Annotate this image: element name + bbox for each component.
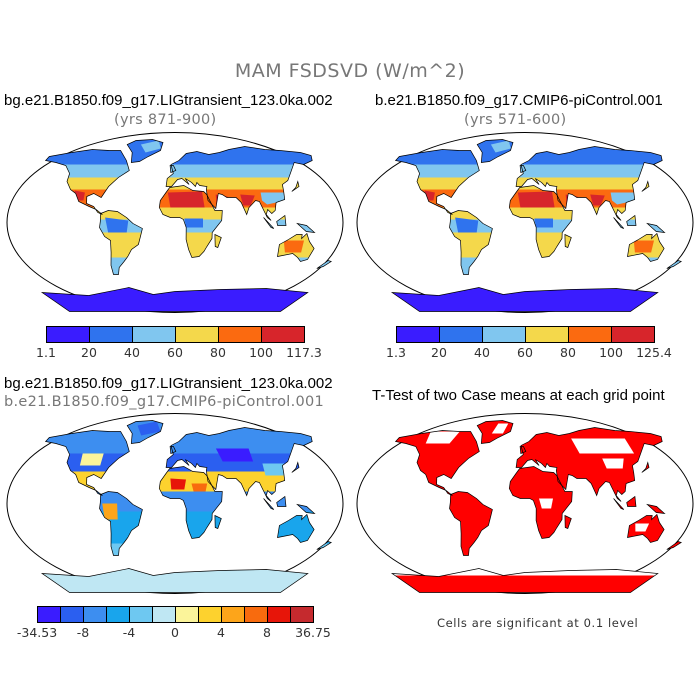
panel4-map xyxy=(354,411,696,596)
colorbar-label: 125.4 xyxy=(636,345,672,360)
colorbar-label: -34.53 xyxy=(16,625,58,640)
colorbar-label: 1.3 xyxy=(386,345,406,360)
panel1-map xyxy=(4,130,346,315)
colorbar-label: 0 xyxy=(171,625,179,640)
figure-title: MAM FSDSVD (W/m^2) xyxy=(234,60,466,82)
colorbar-label: 20 xyxy=(431,345,447,360)
panel2-subtitle: (yrs 571-600) xyxy=(464,112,567,128)
colorbar-label: 60 xyxy=(167,345,183,360)
colorbar-label: 100 xyxy=(599,345,623,360)
colorbar-label: -8 xyxy=(76,625,90,640)
colorbar-label: 8 xyxy=(263,625,271,640)
panel4-footnote: Cells are significant at 0.1 level xyxy=(437,616,639,630)
panel1-subtitle: (yrs 871-900) xyxy=(114,112,217,128)
panel3-colorbar: -34.53 -8 -4 0 4 8 36.75 xyxy=(17,606,331,642)
colorbar-label: 60 xyxy=(517,345,533,360)
colorbar-label: -4 xyxy=(122,625,136,640)
colorbar-label: 1.1 xyxy=(36,345,56,360)
colorbar-label: 80 xyxy=(210,345,226,360)
colorbar-label: 4 xyxy=(217,625,225,640)
panel1-title: bg.e21.B1850.f09_g17.LIGtransient_123.0k… xyxy=(4,92,333,109)
panel2-map xyxy=(354,130,696,315)
colorbar-label: 80 xyxy=(560,345,576,360)
colorbar-label: 20 xyxy=(81,345,97,360)
colorbar-label: 100 xyxy=(249,345,273,360)
panel1-colorbar: 1.1 20 40 60 80 100 117.3 xyxy=(36,326,322,362)
panel3-title: bg.e21.B1850.f09_g17.LIGtransient_123.0k… xyxy=(4,375,333,392)
colorbar-label: 36.75 xyxy=(295,625,331,640)
panel2-title: b.e21.B1850.f09_g17.CMIP6-piControl.001 xyxy=(375,92,663,109)
colorbar-label: 40 xyxy=(474,345,490,360)
panel3-subtitle: b.e21.B1850.f09_g17.CMIP6-piControl.001 xyxy=(4,394,325,410)
panel2-colorbar: 1.3 20 40 60 80 100 125.4 xyxy=(386,326,672,362)
colorbar-label: 117.3 xyxy=(286,345,322,360)
colorbar-label: 40 xyxy=(124,345,140,360)
panel4-title: T-Test of two Case means at each grid po… xyxy=(372,387,665,404)
panel3-map xyxy=(4,411,346,596)
